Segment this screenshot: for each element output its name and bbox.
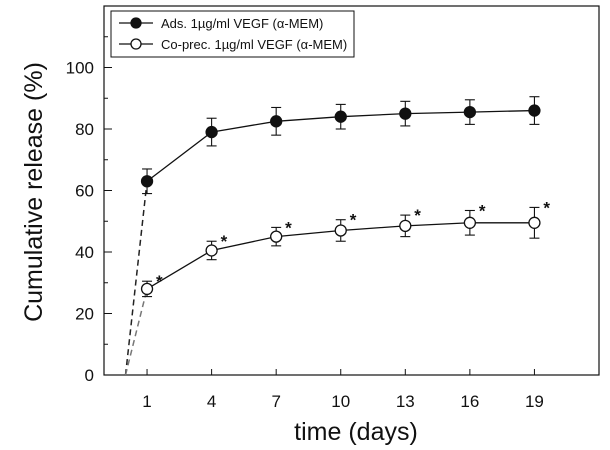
data-point bbox=[270, 115, 283, 128]
x-tick-label: 7 bbox=[271, 392, 280, 411]
chart-marks: * * * * * * * bbox=[124, 96, 550, 376]
y-axis-label: Cumulative release (%) bbox=[20, 62, 48, 322]
x-tick-label: 10 bbox=[331, 392, 350, 411]
data-point bbox=[140, 175, 154, 188]
y-tick-label: 0 bbox=[85, 366, 94, 385]
y-tick-label: 60 bbox=[75, 182, 94, 201]
data-point bbox=[334, 110, 347, 123]
data-point bbox=[399, 107, 412, 120]
legend-label: Ads. 1µg/ml VEGF (α-MEM) bbox=[161, 16, 323, 31]
x-tick-label: 19 bbox=[525, 392, 544, 411]
data-point bbox=[463, 105, 477, 119]
data-point bbox=[205, 125, 218, 139]
data-point bbox=[528, 216, 541, 229]
x-tick-label: 1 bbox=[142, 392, 151, 411]
legend-label: Co-prec. 1µg/ml VEGF (α-MEM) bbox=[161, 37, 347, 52]
data-point bbox=[463, 216, 477, 229]
significance-marker: * bbox=[156, 272, 163, 291]
plot-frame bbox=[103, 5, 600, 376]
significance-marker: * bbox=[479, 201, 486, 220]
significance-marker: * bbox=[221, 232, 228, 251]
significance-marker: * bbox=[350, 211, 357, 230]
data-point bbox=[205, 244, 218, 257]
legend-marker bbox=[130, 38, 142, 50]
data-point bbox=[270, 230, 283, 243]
axes: 0 20 40 60 80 100 1 4 7 10 13 16 19 bbox=[66, 5, 600, 411]
series-2: * * * * * * * bbox=[124, 198, 550, 376]
origin-extrapolation-line bbox=[124, 181, 148, 376]
significance-marker: * bbox=[543, 198, 550, 217]
y-tick-label: 100 bbox=[66, 59, 94, 78]
data-point bbox=[140, 282, 154, 296]
y-tick-label: 20 bbox=[75, 305, 94, 324]
significance-marker: * bbox=[285, 218, 292, 237]
x-tick-label: 16 bbox=[460, 392, 479, 411]
data-point bbox=[399, 219, 412, 233]
significance-marker: * bbox=[414, 206, 421, 225]
x-axis-label: time (days) bbox=[294, 418, 418, 446]
x-tick-label: 13 bbox=[396, 392, 415, 411]
legend: Ads. 1µg/ml VEGF (α-MEM) Co-prec. 1µg/ml … bbox=[110, 10, 355, 58]
y-tick-label: 40 bbox=[75, 243, 94, 262]
data-point bbox=[334, 224, 347, 237]
legend-marker bbox=[130, 17, 142, 29]
y-tick-label: 80 bbox=[75, 120, 94, 139]
legend-box bbox=[110, 10, 355, 58]
data-point bbox=[528, 104, 541, 117]
series-1 bbox=[124, 96, 541, 376]
x-tick-label: 4 bbox=[207, 392, 216, 411]
origin-extrapolation-line bbox=[124, 288, 148, 376]
